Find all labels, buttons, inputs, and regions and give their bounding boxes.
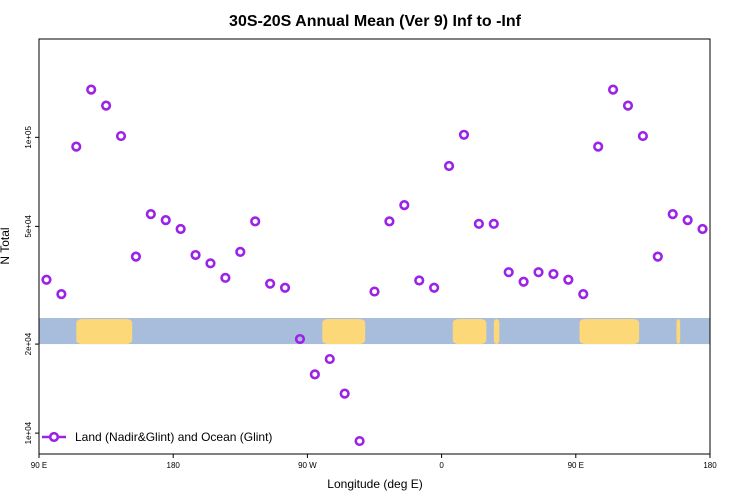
data-point <box>637 130 649 142</box>
data-point <box>622 100 634 111</box>
x-axis-label: Longitude (deg E) <box>327 477 422 491</box>
land-mass <box>322 319 366 345</box>
data-point <box>458 129 470 140</box>
x-tick-label: 180 <box>703 461 717 470</box>
data-point <box>145 209 156 220</box>
y-tick-label: 1e+04 <box>24 421 33 444</box>
data-point <box>130 251 142 262</box>
legend-label: Land (Nadir&Glint) and Ocean (Glint) <box>75 430 272 444</box>
x-tick-label: 0 <box>439 461 444 470</box>
legend: Land (Nadir&Glint) and Ocean (Glint) <box>42 430 272 444</box>
data-point <box>488 218 499 229</box>
plot-frame <box>38 38 711 455</box>
data-point <box>384 216 395 227</box>
data-point <box>682 215 693 226</box>
y-tick-label: 1e+05 <box>24 126 33 149</box>
data-point <box>339 388 350 399</box>
data-point <box>607 84 619 95</box>
data-point <box>652 251 663 262</box>
data-point <box>399 200 410 211</box>
data-point <box>503 267 514 278</box>
data-point <box>160 215 171 226</box>
legend-marker <box>48 431 60 443</box>
land-mass <box>452 319 487 345</box>
data-point <box>56 289 67 300</box>
data-point <box>429 282 440 293</box>
x-tick-label: 90 W <box>298 461 317 470</box>
data-point <box>175 223 186 235</box>
data-point <box>518 276 529 287</box>
data-point <box>414 275 425 286</box>
land-mass <box>579 319 640 345</box>
data-point <box>220 272 231 283</box>
y-tick-label: 2e+04 <box>24 332 33 355</box>
data-point <box>250 216 261 227</box>
data-point <box>265 278 276 289</box>
data-point <box>369 286 380 297</box>
x-tick-label: 90 E <box>31 461 47 470</box>
data-points <box>41 84 708 447</box>
axis-ticks: 90 E 180 90 W 0 90 E 180 1e+04 2e+04 5e+04 1e+05 <box>24 126 717 470</box>
data-point <box>294 333 306 345</box>
data-point <box>100 100 112 111</box>
data-point <box>324 353 335 365</box>
data-point <box>205 258 216 269</box>
data-point <box>563 274 574 285</box>
data-point <box>473 218 484 229</box>
land-mass <box>76 319 133 345</box>
data-point <box>667 209 678 220</box>
data-point <box>593 141 604 152</box>
data-point <box>309 369 320 380</box>
data-point <box>548 268 559 280</box>
land-mass <box>493 319 500 345</box>
chart-title: 30S-20S Annual Mean (Ver 9) Inf to -Inf <box>229 13 522 30</box>
data-point <box>697 223 708 235</box>
land-mass <box>676 319 681 345</box>
data-point <box>41 274 52 285</box>
data-point <box>533 267 544 278</box>
data-point <box>86 84 97 95</box>
x-tick-label: 90 E <box>568 461 584 470</box>
data-point <box>354 435 365 447</box>
data-point <box>71 141 82 152</box>
x-tick-label: 180 <box>167 461 181 470</box>
y-axis-label: N Total <box>0 227 12 264</box>
data-point <box>235 246 246 257</box>
data-point <box>578 289 589 300</box>
data-point <box>190 249 201 261</box>
y-tick-label: 5e+04 <box>24 215 33 238</box>
data-point <box>443 160 455 172</box>
map-strip <box>39 318 710 345</box>
data-point <box>279 282 291 293</box>
data-point <box>115 130 127 142</box>
